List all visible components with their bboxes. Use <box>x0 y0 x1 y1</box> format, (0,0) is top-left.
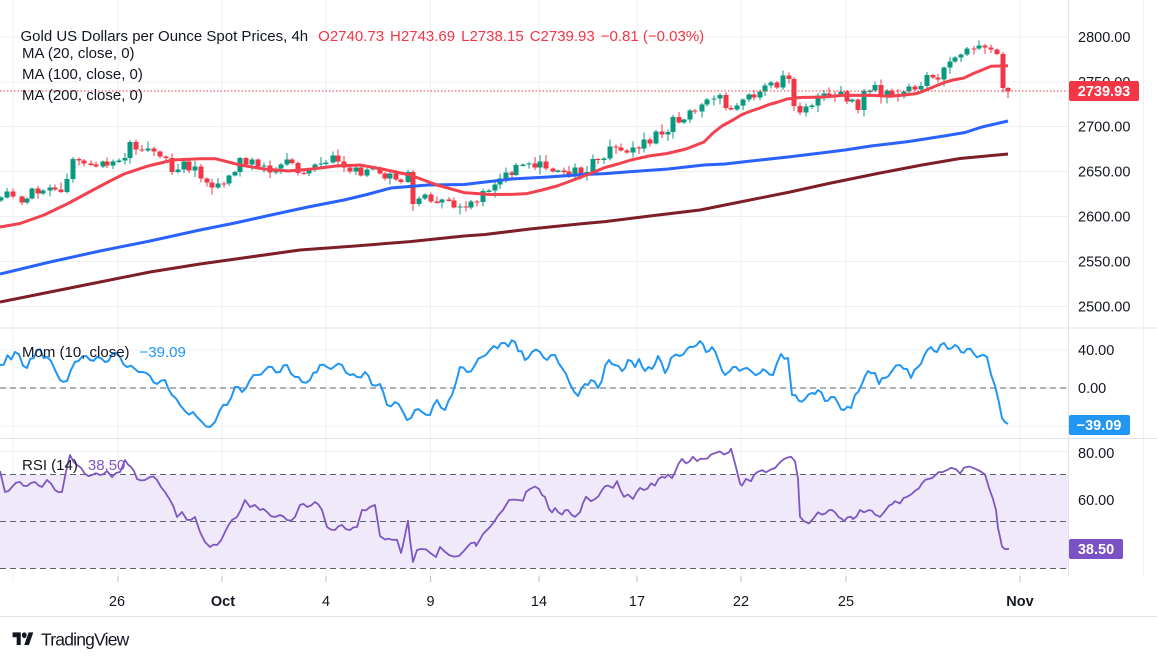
svg-text:−39.09: −39.09 <box>1077 418 1122 434</box>
svg-text:2500.00: 2500.00 <box>1078 299 1130 315</box>
svg-text:80.00: 80.00 <box>1078 446 1114 462</box>
svg-text:MA (200, close, 0): MA (200, close, 0) <box>22 87 143 104</box>
svg-text:17: 17 <box>629 594 645 610</box>
svg-text:40.00: 40.00 <box>1078 343 1114 359</box>
svg-text:22: 22 <box>733 594 749 610</box>
svg-text:Gold US Dollars per Ounce Spot: Gold US Dollars per Ounce Spot Prices, 4… <box>21 28 705 45</box>
svg-text:Oct: Oct <box>211 594 235 610</box>
svg-text:25: 25 <box>838 594 854 610</box>
svg-text:Nov: Nov <box>1006 594 1033 610</box>
svg-text:TradingView: TradingView <box>41 630 130 650</box>
svg-text:2739.93: 2739.93 <box>1078 84 1130 100</box>
svg-text:4: 4 <box>322 594 330 610</box>
svg-text:RSI (14)38.50: RSI (14) 38.50 <box>22 457 125 474</box>
svg-text:26: 26 <box>109 594 125 610</box>
svg-text:2700.00: 2700.00 <box>1078 120 1130 136</box>
svg-text:MA (20, close, 0): MA (20, close, 0) <box>22 45 135 62</box>
svg-text:14: 14 <box>531 594 547 610</box>
svg-text:2800.00: 2800.00 <box>1078 30 1130 46</box>
svg-text:2650.00: 2650.00 <box>1078 165 1130 181</box>
svg-text:0.00: 0.00 <box>1078 381 1106 397</box>
svg-text:Mom (10, close)−39.09: Mom (10, close) −39.09 <box>22 344 186 361</box>
svg-text:2550.00: 2550.00 <box>1078 254 1130 270</box>
svg-text:MA (100, close, 0): MA (100, close, 0) <box>22 66 143 83</box>
svg-text:2600.00: 2600.00 <box>1078 210 1130 226</box>
svg-text:38.50: 38.50 <box>1078 542 1114 558</box>
svg-text:9: 9 <box>426 594 434 610</box>
svg-text:60.00: 60.00 <box>1078 493 1114 509</box>
